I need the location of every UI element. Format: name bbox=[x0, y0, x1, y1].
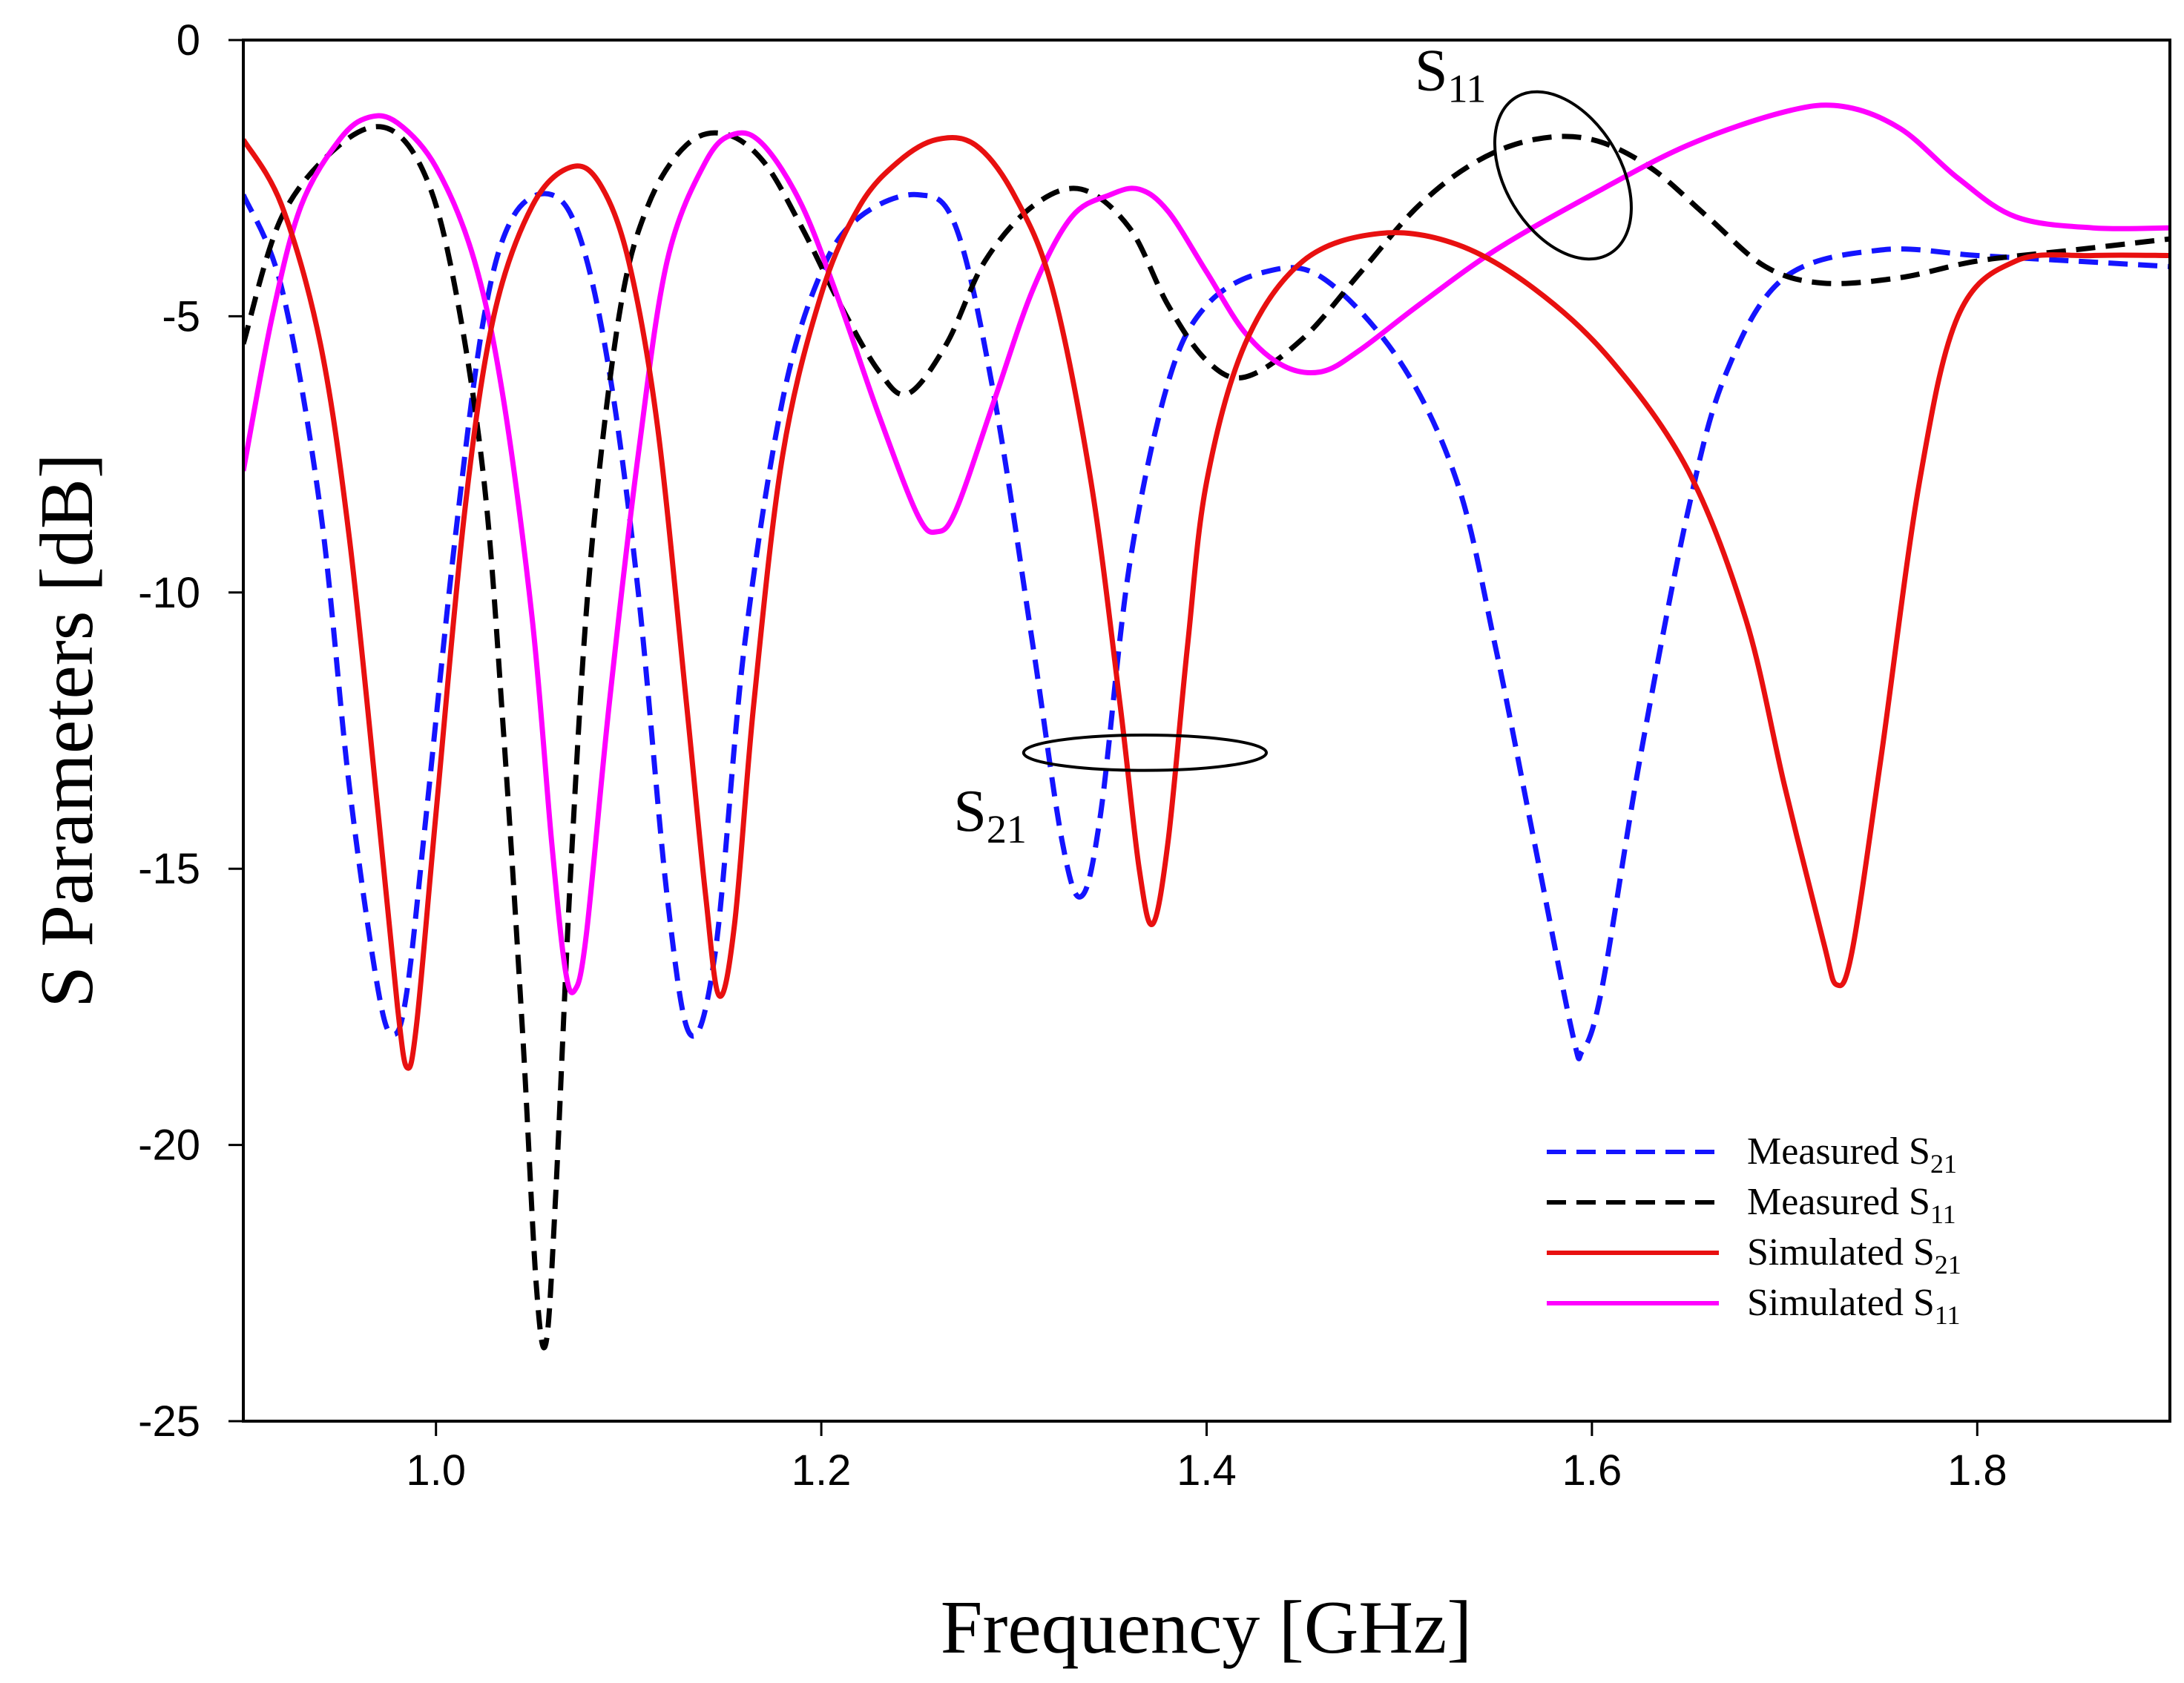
annotation-label-s11: S11 bbox=[1415, 38, 1487, 111]
annotation-label-s21: S21 bbox=[953, 779, 1027, 852]
series-layer bbox=[243, 102, 2170, 1351]
x-tick-label: 1.4 bbox=[1177, 1446, 1237, 1495]
series-line-2 bbox=[243, 135, 2170, 1071]
x-tick-label: 1.2 bbox=[792, 1446, 852, 1495]
y-tick-label: 0 bbox=[177, 16, 200, 65]
legend-label-1: Measured S11 bbox=[1747, 1181, 1956, 1229]
legend-label-3: Simulated S11 bbox=[1747, 1282, 1960, 1330]
y-tick-label: -25 bbox=[138, 1397, 200, 1446]
y-tick-label: -20 bbox=[138, 1122, 200, 1170]
series-line-3 bbox=[243, 102, 2170, 995]
x-tick-label: 1.0 bbox=[406, 1446, 466, 1495]
x-tick-label: 1.6 bbox=[1562, 1446, 1622, 1495]
x-tick-label: 1.8 bbox=[1947, 1446, 2007, 1495]
series-line-1 bbox=[243, 124, 2170, 1351]
annotations: S11 S21 bbox=[953, 38, 1633, 852]
annotation-ellipse-s11 bbox=[1493, 90, 1633, 261]
legend-label-0: Measured S21 bbox=[1747, 1130, 1957, 1179]
annotation-ellipse-s21 bbox=[1022, 733, 1269, 772]
y-tick-label: -15 bbox=[138, 845, 200, 893]
y-tick-label: -5 bbox=[162, 292, 200, 340]
y-tick-label: -10 bbox=[138, 569, 200, 617]
axis-ticks: 1.0 1.2 1.4 1.6 1.8 0 -5 -10 -15 -20 -25 bbox=[138, 16, 2007, 1495]
x-axis-title: Frequency [GHz] bbox=[941, 1586, 1473, 1670]
legend-label-2: Simulated S21 bbox=[1747, 1231, 1961, 1279]
y-axis-title: S Parameters [dB] bbox=[25, 453, 109, 1008]
